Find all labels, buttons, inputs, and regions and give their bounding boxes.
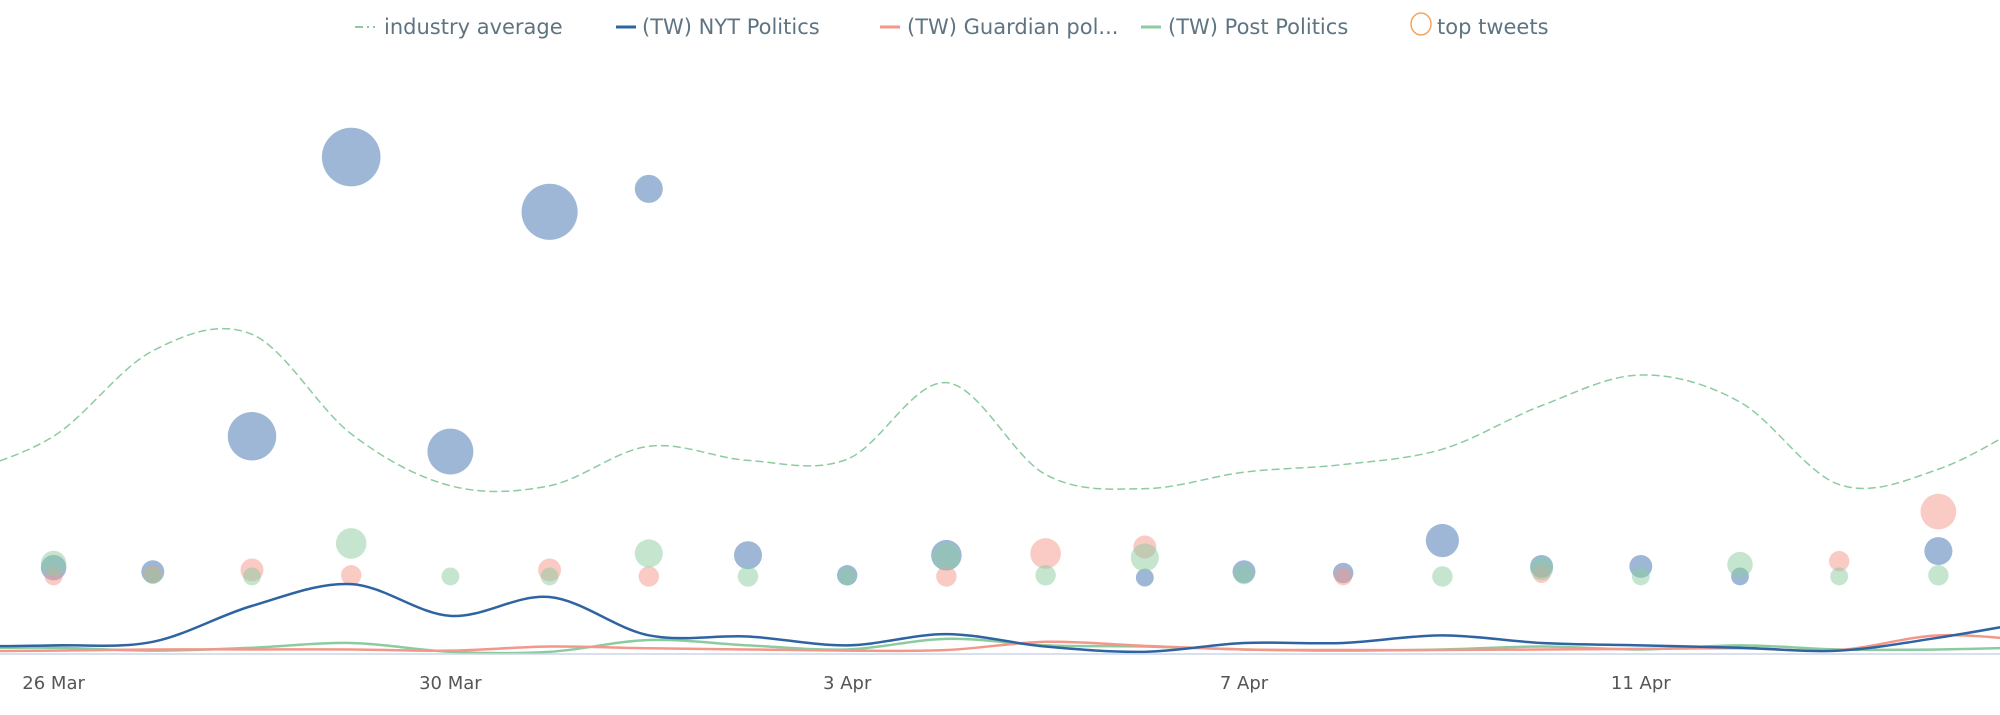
top-tweet-bubble[interactable] [1928,565,1949,586]
top-tweet-bubble[interactable] [1829,550,1850,572]
top-tweet-bubble[interactable] [335,528,367,559]
top-tweet-bubble[interactable] [1924,537,1953,566]
top-tweet-bubble[interactable] [634,174,663,203]
top-tweet-bubble[interactable] [737,566,759,587]
top-tweet-bubble[interactable] [1233,563,1255,585]
top-tweet-bubble[interactable] [1530,557,1554,581]
legend: industry average (TW) NYT Politics (TW) … [355,12,1549,39]
x-tick-label: 26 Mar [22,673,85,694]
x-tick-label: 7 Apr [1220,673,1269,694]
plot-area [0,127,2000,655]
legend-label: (TW) Guardian pol... [907,15,1118,39]
series-line-0[interactable] [0,327,2000,493]
legend-label: top tweets [1437,15,1549,39]
top-tweet-bubble[interactable] [321,127,381,187]
top-tweet-bubble[interactable] [936,566,957,587]
top-tweet-bubble[interactable] [521,183,578,240]
top-tweet-bubble[interactable] [441,567,460,586]
legend-item-post-politics[interactable]: (TW) Post Politics [1141,15,1348,39]
legend-label: (TW) NYT Politics [642,15,820,39]
top-tweet-bubble[interactable] [1830,567,1849,586]
legend-label: (TW) Post Politics [1168,15,1348,39]
top-tweet-bubble[interactable] [838,567,857,586]
top-tweet-bubble[interactable] [227,412,277,461]
top-tweet-bubble[interactable] [634,539,663,568]
legend-item-nyt-politics[interactable]: (TW) NYT Politics [616,15,820,39]
top-tweet-bubble[interactable] [427,428,474,475]
top-tweet-bubble[interactable] [540,567,559,586]
top-tweet-bubble[interactable] [733,541,763,570]
legend-item-industry-average[interactable]: industry average [355,15,563,39]
top-tweet-bubble[interactable] [243,567,261,586]
top-tweet-bubble[interactable] [1425,523,1459,558]
legend-item-top-tweets[interactable]: top tweets [1410,12,1549,39]
top-tweet-bubble[interactable] [341,565,362,586]
top-tweet-bubble[interactable] [932,542,961,571]
top-tweet-bubble[interactable] [1035,565,1056,586]
top-tweet-bubble[interactable] [1135,568,1154,587]
legend-label: industry average [384,15,563,39]
top-tweet-bubble[interactable] [1432,566,1453,587]
series-line-1[interactable] [0,582,2000,654]
top-tweet-bubble[interactable] [1130,543,1159,572]
x-tick-label: 11 Apr [1611,673,1671,694]
top-tweet-bubble[interactable] [143,566,162,585]
top-tweet-bubble[interactable] [1334,567,1353,586]
top-tweet-bubble[interactable] [40,550,67,577]
x-tick-label: 3 Apr [823,673,872,694]
circle-icon [1410,12,1432,36]
top-tweet-bubble[interactable] [1920,493,1957,530]
x-axis-ticks: 26 Mar 30 Mar 3 Apr 7 Apr 11 Apr [22,673,1671,694]
top-tweet-bubble[interactable] [1727,551,1753,578]
top-tweet-bubble[interactable] [1030,538,1061,569]
x-tick-label: 30 Mar [419,673,482,694]
series-line-2[interactable] [0,633,2000,653]
legend-item-guardian-politics[interactable]: (TW) Guardian pol... [880,15,1118,39]
top-tweet-bubble[interactable] [638,566,659,587]
top-tweet-bubble[interactable] [1631,567,1650,586]
